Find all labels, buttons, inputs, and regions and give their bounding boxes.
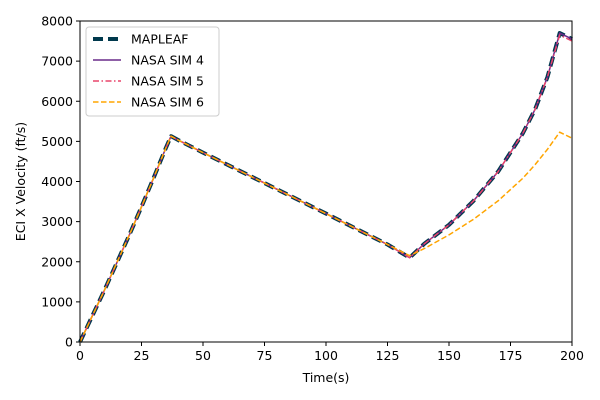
- legend-label: NASA SIM 6: [131, 95, 204, 110]
- y-axis-ticks: 0 1000 2000 3000 4000 5000 6000 7000 8000: [41, 14, 80, 350]
- x-tick-label: 200: [560, 348, 584, 363]
- y-tick-label: 4000: [41, 174, 73, 189]
- x-tick-label: 100: [314, 348, 338, 363]
- y-tick-label: 1000: [41, 294, 73, 309]
- x-tick-label: 0: [76, 348, 84, 363]
- legend-label: MAPLEAF: [131, 32, 188, 47]
- legend-box: [85, 26, 220, 117]
- y-tick-label: 2000: [41, 254, 73, 269]
- x-tick-label: 150: [437, 348, 461, 363]
- y-tick-label: 8000: [41, 14, 73, 29]
- legend-label: NASA SIM 5: [131, 74, 204, 89]
- y-axis-label: ECI X Velocity (ft/s): [13, 122, 28, 241]
- x-axis-ticks: 0 25 50 75 100 125 150 175 200: [76, 342, 584, 363]
- x-tick-label: 75: [257, 348, 273, 363]
- x-tick-label: 125: [376, 348, 400, 363]
- series-line-nasa-sim-6: [79, 131, 573, 343]
- y-tick-label: 5000: [41, 134, 73, 149]
- series-layer: [78, 31, 573, 343]
- y-tick-label: 3000: [41, 214, 73, 229]
- y-tick-label: 7000: [41, 54, 73, 69]
- x-axis-label: Time(s): [302, 370, 350, 385]
- legend-label: NASA SIM 4: [131, 53, 204, 68]
- y-tick-label: 0: [65, 335, 73, 350]
- y-tick-label: 6000: [41, 94, 73, 109]
- x-tick-label: 175: [499, 348, 523, 363]
- x-tick-label: 25: [134, 348, 150, 363]
- legend: MAPLEAF NASA SIM 4 NASA SIM 5 NASA SIM 6: [85, 26, 220, 117]
- x-tick-label: 50: [195, 348, 211, 363]
